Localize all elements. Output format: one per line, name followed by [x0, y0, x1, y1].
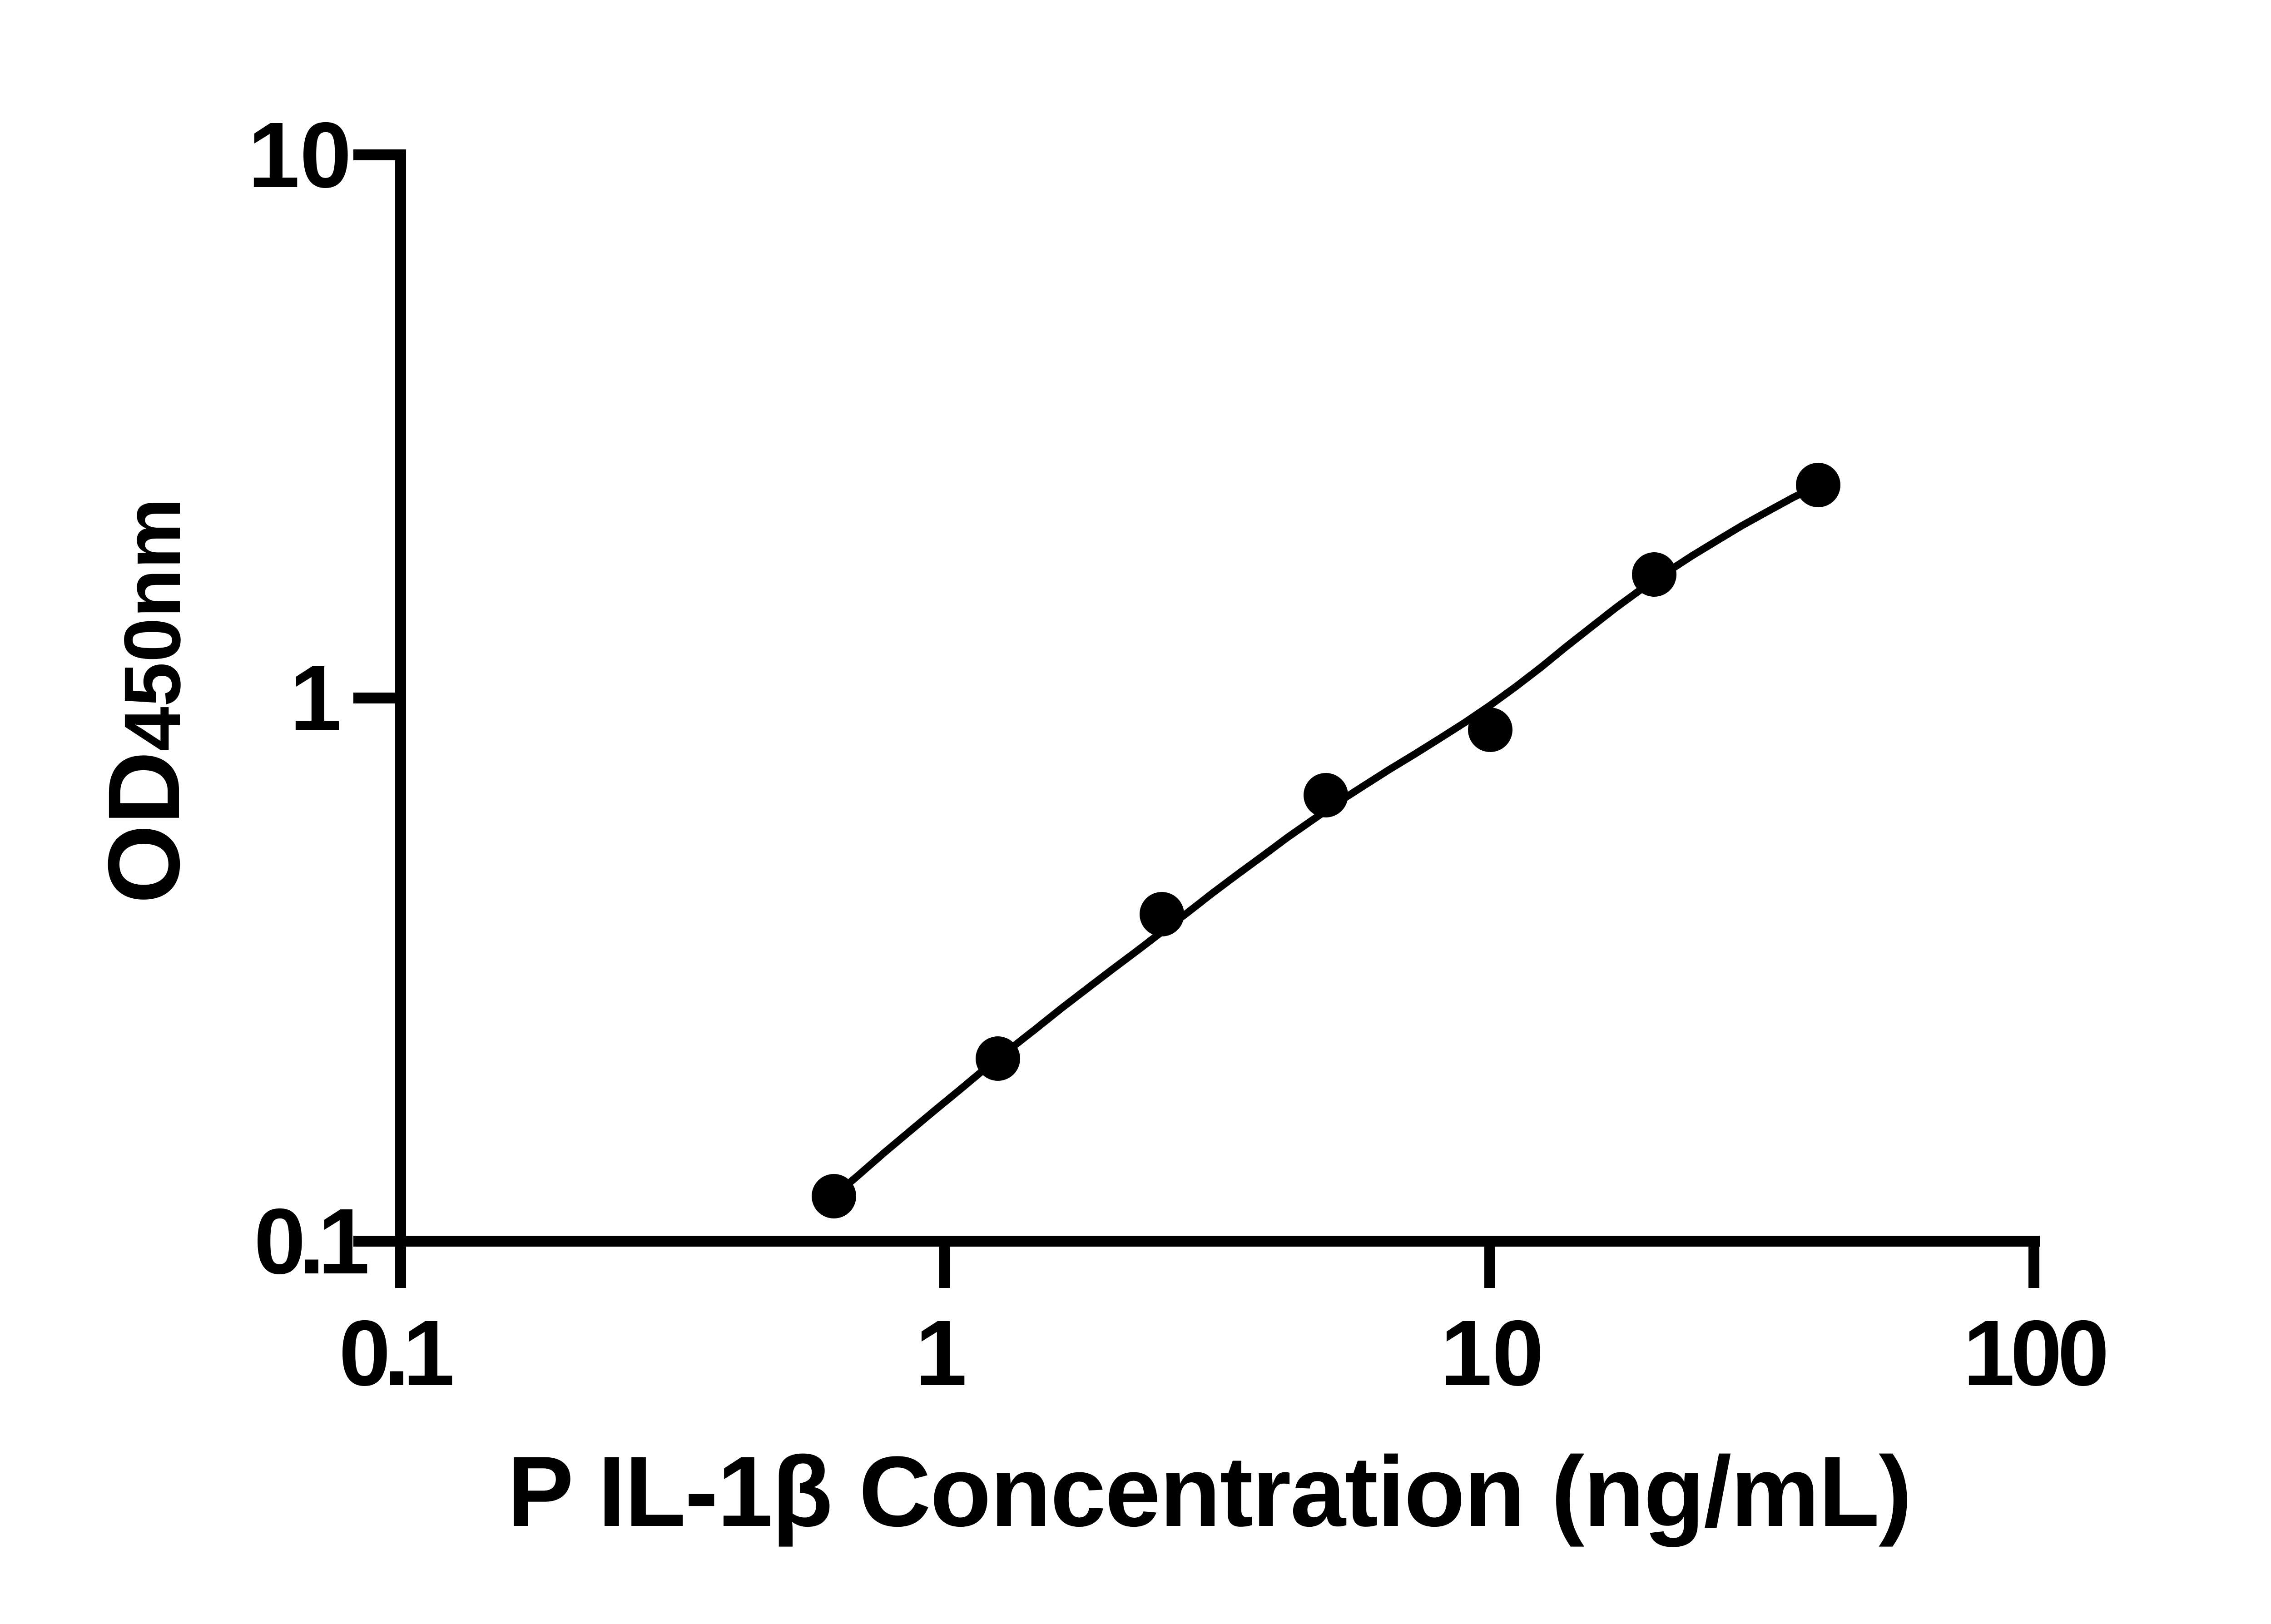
svg-text:10: 10 — [1440, 1301, 1544, 1405]
svg-text:P IL-1β Concentration (ng/mL): P IL-1β Concentration (ng/mL) — [507, 1436, 1911, 1547]
svg-text:0.1: 0.1 — [254, 1189, 367, 1293]
svg-text:10: 10 — [248, 103, 352, 207]
svg-text:1: 1 — [915, 1301, 967, 1405]
svg-text:100: 100 — [1963, 1301, 2106, 1405]
svg-text:1: 1 — [290, 646, 342, 750]
svg-text:0.1: 0.1 — [339, 1301, 452, 1405]
